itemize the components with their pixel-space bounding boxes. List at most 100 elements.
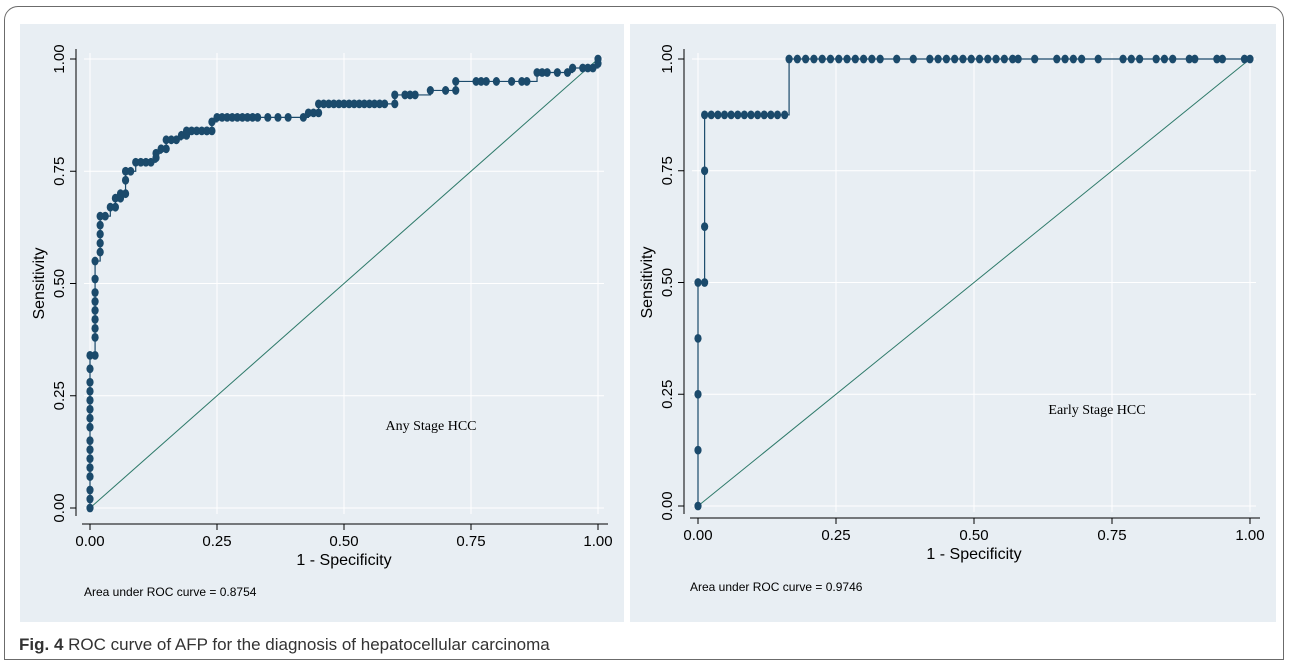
roc-point [793,54,801,64]
y-tick-label: 0.50 [659,268,676,297]
roc-point [1185,54,1193,64]
roc-point [152,148,160,158]
figure-caption: Fig. 4 ROC curve of AFP for the diagnosi… [19,635,550,655]
roc-point [926,54,934,64]
figure-caption-text: ROC curve of AFP for the diagnosis of he… [68,635,550,654]
roc-point [96,211,104,221]
y-tick-label: 0.00 [659,491,676,520]
roc-point [325,99,333,109]
roc-point [360,99,368,109]
roc-point [86,364,94,374]
y-tick-label: 0.25 [659,380,676,409]
roc-point [309,108,318,118]
chart-annotation: Early Stage HCC [1048,403,1145,418]
roc-point [228,112,236,122]
roc-point [340,99,348,109]
roc-point [365,99,373,109]
roc-point [538,68,546,77]
roc-point [694,278,702,287]
roc-point [563,68,572,77]
roc-point [157,144,165,154]
roc-point [472,77,480,86]
roc-point [876,54,884,64]
roc-point [707,110,715,120]
roc-point [594,54,602,64]
roc-point [701,222,709,232]
x-tick-label: 0.00 [75,533,104,550]
roc-point [579,63,587,73]
roc-point [116,189,125,199]
roc-chart-any-stage: 0.00 0.25 0.50 0.75 1.00 0.00 0.25 0.50 0.75 1.00… [31,44,613,599]
x-tick-label: 1.00 [583,533,612,550]
roc-point [86,413,94,423]
roc-point [1053,54,1061,64]
roc-point [370,99,379,109]
roc-point [523,77,531,86]
roc-point [91,256,99,266]
roc-point [91,350,99,360]
roc-point [284,112,292,122]
roc-point [452,77,460,86]
reference-line [89,58,599,509]
roc-point [121,189,130,199]
x-tick-label: 1.00 [1235,527,1264,544]
roc-point [477,77,485,86]
roc-point [315,108,323,118]
roc-point [818,54,826,64]
roc-point [86,503,94,513]
roc-point [91,332,99,342]
roc-point [452,86,460,95]
roc-point [1014,54,1022,64]
y-tick-label: 1.00 [51,44,68,73]
roc-point [1078,54,1086,64]
roc-point [734,110,742,120]
roc-point [304,108,313,118]
roc-point [851,54,859,64]
roc-point [127,166,135,176]
roc-point [86,395,94,405]
roc-point [172,135,180,145]
roc-point [1218,54,1226,64]
roc-point [492,77,500,86]
roc-point [727,110,735,120]
x-tick-label: 0.25 [202,533,231,550]
roc-point [694,501,702,511]
roc-panel-early-stage: 0.00 0.25 0.50 0.75 1.00 0.00 0.25 0.50 0.75 1.00… [630,24,1276,622]
x-tick-label: 0.75 [456,533,485,550]
figure-caption-label: Fig. 4 [19,635,64,654]
roc-point [355,99,363,109]
roc-point [802,54,810,64]
roc-point [1127,54,1135,64]
x-tick-label: 0.00 [683,527,712,544]
roc-point [1191,54,1199,64]
roc-point [1246,54,1254,64]
roc-point [274,112,282,122]
roc-panel-any-stage: 0.00 0.25 0.50 0.75 1.00 0.00 0.25 0.50 0.75 1.00… [20,24,624,622]
roc-point [121,175,130,185]
roc-point [589,63,597,73]
roc-point [248,112,257,122]
roc-point [843,54,851,64]
roc-point [992,54,1000,64]
roc-point [111,202,119,212]
roc-point [147,157,155,167]
roc-point [740,110,748,120]
roc-point [909,54,917,64]
roc-point [967,54,975,64]
roc-point [86,386,94,396]
roc-point [694,389,702,399]
roc-point [767,110,775,120]
roc-point [218,112,226,122]
roc-point [781,110,789,120]
roc-point [1069,54,1077,64]
roc-point [223,112,231,122]
roc-point [747,110,755,120]
roc-point [860,54,868,64]
roc-point [934,54,942,64]
roc-point [264,112,272,122]
roc-point [233,112,241,122]
roc-point [86,472,94,481]
roc-point [193,126,201,136]
roc-point [442,86,450,95]
roc-point [188,126,196,136]
